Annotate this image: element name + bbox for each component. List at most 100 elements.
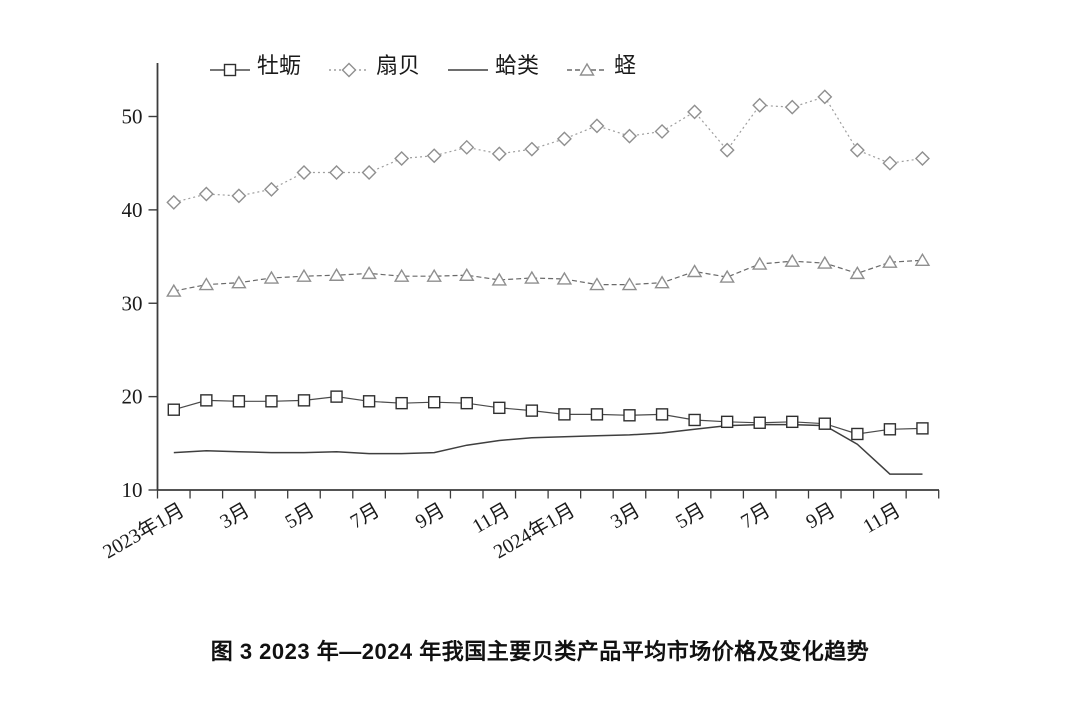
x-tick-label: 3月 bbox=[216, 499, 253, 533]
data-point-marker bbox=[493, 401, 506, 415]
x-tick-label: 2023年1月 bbox=[99, 498, 188, 563]
data-point-marker bbox=[687, 104, 703, 120]
series-razor-clam bbox=[166, 252, 931, 297]
data-point-marker bbox=[231, 188, 247, 204]
data-point-marker bbox=[916, 422, 929, 435]
series-clam bbox=[173, 423, 923, 475]
data-point-marker bbox=[883, 423, 897, 436]
oyster-square-marker-icon bbox=[210, 58, 250, 77]
data-point-marker bbox=[524, 141, 540, 157]
y-axis-ticks: 10 20 30 40 50 bbox=[122, 105, 158, 502]
data-point-marker bbox=[394, 151, 410, 167]
data-point-marker bbox=[329, 165, 345, 181]
data-point-marker bbox=[393, 268, 410, 282]
legend-label-razor-clam: 蛏 bbox=[614, 53, 637, 78]
x-tick-label: 9月 bbox=[802, 499, 839, 533]
x-tick-label: 5月 bbox=[282, 499, 319, 533]
data-point-marker bbox=[460, 396, 473, 410]
y-tick-label: 40 bbox=[122, 198, 143, 222]
data-point-marker bbox=[361, 165, 377, 181]
y-tick-label: 20 bbox=[122, 385, 143, 409]
legend-label-oyster: 牡蛎 bbox=[257, 53, 302, 78]
series-scallop bbox=[166, 89, 930, 210]
data-point-marker bbox=[589, 277, 605, 291]
legend-item-clam: 蛤类 bbox=[448, 53, 540, 78]
data-point-marker bbox=[166, 283, 182, 297]
data-point-marker bbox=[914, 252, 931, 266]
x-tick-label: 3月 bbox=[607, 499, 644, 533]
data-point-marker bbox=[686, 264, 703, 278]
data-point-marker bbox=[851, 427, 864, 441]
data-point-marker bbox=[459, 267, 475, 281]
data-point-marker bbox=[524, 270, 540, 284]
legend-item-oyster: 牡蛎 bbox=[210, 53, 302, 78]
data-point-marker bbox=[688, 413, 701, 427]
data-point-marker bbox=[784, 99, 800, 115]
series-line bbox=[173, 259, 923, 292]
data-point-marker bbox=[818, 417, 831, 430]
x-tick-label: 11月 bbox=[469, 499, 514, 538]
series-line bbox=[173, 96, 923, 203]
line-chart: 10 20 30 40 50 2023年1月 3月 5月 7月 9月 11月 2024年1月 3月 5月 7… bbox=[99, 63, 940, 563]
series-line bbox=[173, 395, 923, 435]
clam-line-marker-icon bbox=[448, 58, 489, 74]
data-point-marker bbox=[914, 151, 930, 167]
data-point-marker bbox=[428, 396, 441, 409]
data-point-marker bbox=[752, 97, 768, 113]
data-point-marker bbox=[849, 265, 866, 280]
chart-caption: 图 3 2023 年—2024 年我国主要贝类产品平均市场价格及变化趋势 bbox=[210, 639, 870, 664]
data-point-marker bbox=[362, 395, 376, 408]
legend-item-razor-clam: 蛏 bbox=[567, 53, 637, 78]
data-point-marker bbox=[328, 267, 345, 281]
data-point-marker bbox=[654, 123, 670, 139]
data-point-marker bbox=[589, 118, 605, 134]
x-tick-label: 5月 bbox=[672, 499, 709, 533]
data-point-marker bbox=[655, 408, 669, 421]
data-point-marker bbox=[297, 394, 311, 407]
razor-clam-triangle-marker-icon bbox=[567, 58, 608, 76]
data-point-marker bbox=[296, 268, 312, 282]
data-point-marker bbox=[751, 256, 768, 270]
data-point-marker bbox=[296, 165, 312, 181]
data-point-marker bbox=[590, 408, 604, 421]
chart-legend: 牡蛎 扇贝 蛤类 蛏 bbox=[210, 53, 637, 78]
data-point-marker bbox=[753, 416, 766, 429]
legend-label-clam: 蛤类 bbox=[495, 53, 540, 78]
data-point-marker bbox=[720, 415, 734, 429]
data-point-marker bbox=[817, 89, 833, 105]
y-tick-label: 30 bbox=[122, 291, 143, 315]
data-point-marker bbox=[621, 277, 638, 291]
scallop-diamond-marker-icon bbox=[329, 58, 370, 78]
data-point-marker bbox=[882, 254, 898, 268]
data-point-marker bbox=[265, 395, 278, 408]
x-tick-label: 7月 bbox=[347, 499, 384, 533]
data-point-marker bbox=[361, 265, 377, 280]
y-tick-label: 10 bbox=[122, 478, 143, 502]
data-point-marker bbox=[198, 277, 215, 291]
data-point-marker bbox=[719, 269, 735, 283]
data-point-marker bbox=[623, 409, 636, 422]
data-point-marker bbox=[198, 186, 214, 202]
legend-item-scallop: 扇贝 bbox=[329, 55, 420, 78]
data-point-marker bbox=[200, 394, 213, 407]
data-point-marker bbox=[330, 390, 343, 403]
data-point-marker bbox=[426, 268, 442, 282]
data-point-marker bbox=[167, 403, 181, 416]
data-point-marker bbox=[263, 181, 279, 197]
data-point-marker bbox=[263, 270, 280, 284]
series-oyster bbox=[167, 390, 929, 441]
data-point-marker bbox=[232, 395, 246, 408]
data-point-marker bbox=[491, 272, 508, 286]
data-point-marker bbox=[882, 155, 898, 171]
data-point-marker bbox=[719, 142, 735, 158]
x-tick-label: 11月 bbox=[859, 499, 904, 538]
data-point-marker bbox=[556, 271, 573, 285]
data-point-marker bbox=[849, 142, 865, 158]
data-point-marker bbox=[817, 255, 833, 269]
data-point-marker bbox=[459, 139, 475, 155]
data-point-marker bbox=[231, 275, 247, 289]
data-point-marker bbox=[654, 275, 670, 289]
data-point-marker bbox=[558, 408, 571, 421]
